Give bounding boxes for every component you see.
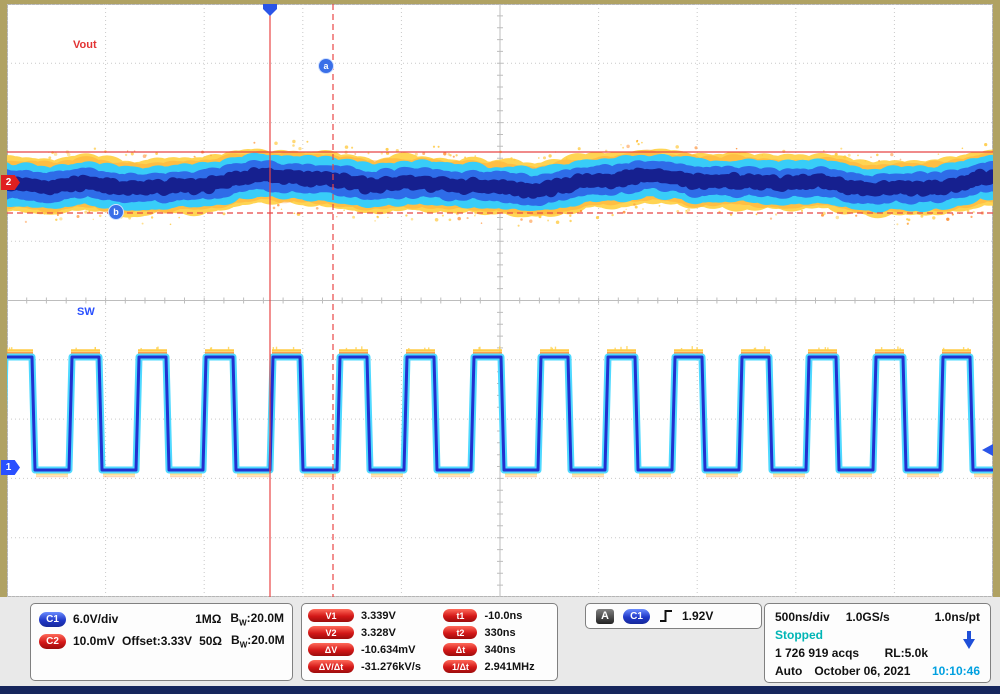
acquisition-count: 1 726 919 acqs xyxy=(775,646,860,660)
trigger-mode-badge[interactable]: A xyxy=(596,608,614,624)
time-label: 10:10:46 xyxy=(931,664,980,678)
ch1-ground-marker[interactable]: 1 xyxy=(1,460,20,475)
right-edge-arrow-icon xyxy=(982,444,993,456)
readout-row-freq: 1/Δt 2.941MHz xyxy=(443,660,551,673)
trigger-source-badge[interactable]: C1 xyxy=(623,608,650,624)
v2-badge: V2 xyxy=(308,626,354,639)
bezel-left xyxy=(0,0,7,597)
rising-edge-icon xyxy=(660,610,672,622)
waveform-display: Vout SW a b xyxy=(7,4,993,597)
dv-dt-value: -31.276kV/s xyxy=(361,660,421,673)
readout-row-t1: t1 -10.0ns xyxy=(443,609,551,622)
inv-dt-value: 2.941MHz xyxy=(484,660,535,673)
date-label: October 06, 2021 xyxy=(814,664,911,678)
trigger-level: 1.92V xyxy=(682,609,714,623)
t2-value: 330ns xyxy=(484,626,516,639)
ch2-bw-sub: W xyxy=(239,640,248,650)
time-readout-column: t1 -10.0ns t2 330ns Δt 340ns 1/Δt 2.941M… xyxy=(443,609,551,675)
ch1-waveform-label: SW xyxy=(77,306,95,318)
acquisition-state: Stopped xyxy=(775,628,823,642)
voltage-readout-column: V1 3.339V V2 3.328V ΔV -10.634mV ΔV/Δt -… xyxy=(308,609,435,675)
ch2-badge[interactable]: C2 xyxy=(39,633,66,649)
horizontal-acquisition-panel: 500ns/div 1.0GS/s 1.0ns/pt Stopped 1 726… xyxy=(764,603,991,683)
readout-row-dv: ΔV -10.634mV xyxy=(308,643,435,656)
trigger-auto-mode: Auto xyxy=(775,664,803,678)
bezel-top xyxy=(0,0,1000,4)
ch2-bw-base: B xyxy=(231,632,240,647)
readout-row-t2: t2 330ns xyxy=(443,626,551,639)
record-length: RL:5.0k xyxy=(884,646,928,660)
ch2-scale: 10.0mV xyxy=(73,634,116,648)
bezel-right xyxy=(993,0,1000,597)
dv-dt-badge: ΔV/Δt xyxy=(308,660,354,673)
bottom-border xyxy=(0,686,1000,694)
ch2-bw-value: :20.0M xyxy=(247,632,285,647)
ch1-settings-row: C1 6.0V/div 1MΩ BW:20.0M xyxy=(39,608,284,630)
readout-row-dvdt: ΔV/Δt -31.276kV/s xyxy=(308,660,435,673)
ch1-bw-base: B xyxy=(230,610,240,625)
trigger-panel: A C1 1.92V xyxy=(585,603,762,629)
readout-row-dt: Δt 340ns xyxy=(443,643,551,656)
readout-row-v2: V2 3.328V xyxy=(308,626,435,639)
ch1-impedance-group: 1MΩ BW:20.0M xyxy=(195,611,284,627)
waveform-canvas xyxy=(7,4,993,597)
status-bar: C1 6.0V/div 1MΩ BW:20.0M C2 10.0mV Offse… xyxy=(0,597,1000,694)
cursor-b-bubble[interactable]: b xyxy=(108,204,124,220)
ch1-scale: 6.0V/div xyxy=(73,612,119,626)
ch2-bandwidth: BW:20.0M xyxy=(231,633,285,649)
t2-badge: t2 xyxy=(443,626,478,639)
ch1-bw-value: :20.0M xyxy=(246,610,284,625)
delta-t-value: 340ns xyxy=(484,643,516,656)
readout-row-v1: V1 3.339V xyxy=(308,609,435,622)
cursor-a-bubble[interactable]: a xyxy=(318,58,334,74)
ch1-bw-sub: W xyxy=(239,618,247,628)
t1-badge: t1 xyxy=(443,609,478,622)
resolution: 1.0ns/pt xyxy=(934,610,980,624)
v1-badge: V1 xyxy=(308,609,354,622)
sample-rate: 1.0GS/s xyxy=(845,610,890,624)
cursor-readout-panel: V1 3.339V V2 3.328V ΔV -10.634mV ΔV/Δt -… xyxy=(301,603,558,681)
v2-value: 3.328V xyxy=(361,626,396,639)
v1-value: 3.339V xyxy=(361,609,396,622)
channel-settings-panel: C1 6.0V/div 1MΩ BW:20.0M C2 10.0mV Offse… xyxy=(30,603,293,681)
t1-value: -10.0ns xyxy=(484,609,523,622)
horizontal-scale: 500ns/div xyxy=(775,610,830,624)
ch2-ground-marker[interactable]: 2 xyxy=(1,175,20,190)
ch1-bandwidth: BW:20.0M xyxy=(230,611,284,627)
ch2-waveform-label: Vout xyxy=(73,39,97,51)
ch1-impedance: 1MΩ xyxy=(195,611,222,626)
ch2-offset: Offset:3.33V xyxy=(122,634,193,648)
delta-v-value: -10.634mV xyxy=(361,643,416,656)
horizontal-settings-row: 500ns/div 1.0GS/s 1.0ns/pt xyxy=(775,608,980,626)
inv-dt-badge: 1/Δt xyxy=(443,660,478,673)
acquisition-state-row: Stopped xyxy=(775,626,980,644)
ch2-impedance-group: 50Ω BW:20.0M xyxy=(199,633,285,649)
scroll-down-arrow-icon[interactable] xyxy=(962,630,976,655)
delta-v-badge: ΔV xyxy=(308,643,354,656)
acquisition-count-row: 1 726 919 acqs RL:5.0k xyxy=(775,644,980,662)
datetime-row: Auto October 06, 2021 10:10:46 xyxy=(775,662,980,680)
ch1-badge[interactable]: C1 xyxy=(39,611,66,627)
delta-t-badge: Δt xyxy=(443,643,478,656)
ch2-impedance: 50Ω xyxy=(199,633,223,648)
ch2-settings-row: C2 10.0mV Offset:3.33V 50Ω BW:20.0M xyxy=(39,630,285,652)
